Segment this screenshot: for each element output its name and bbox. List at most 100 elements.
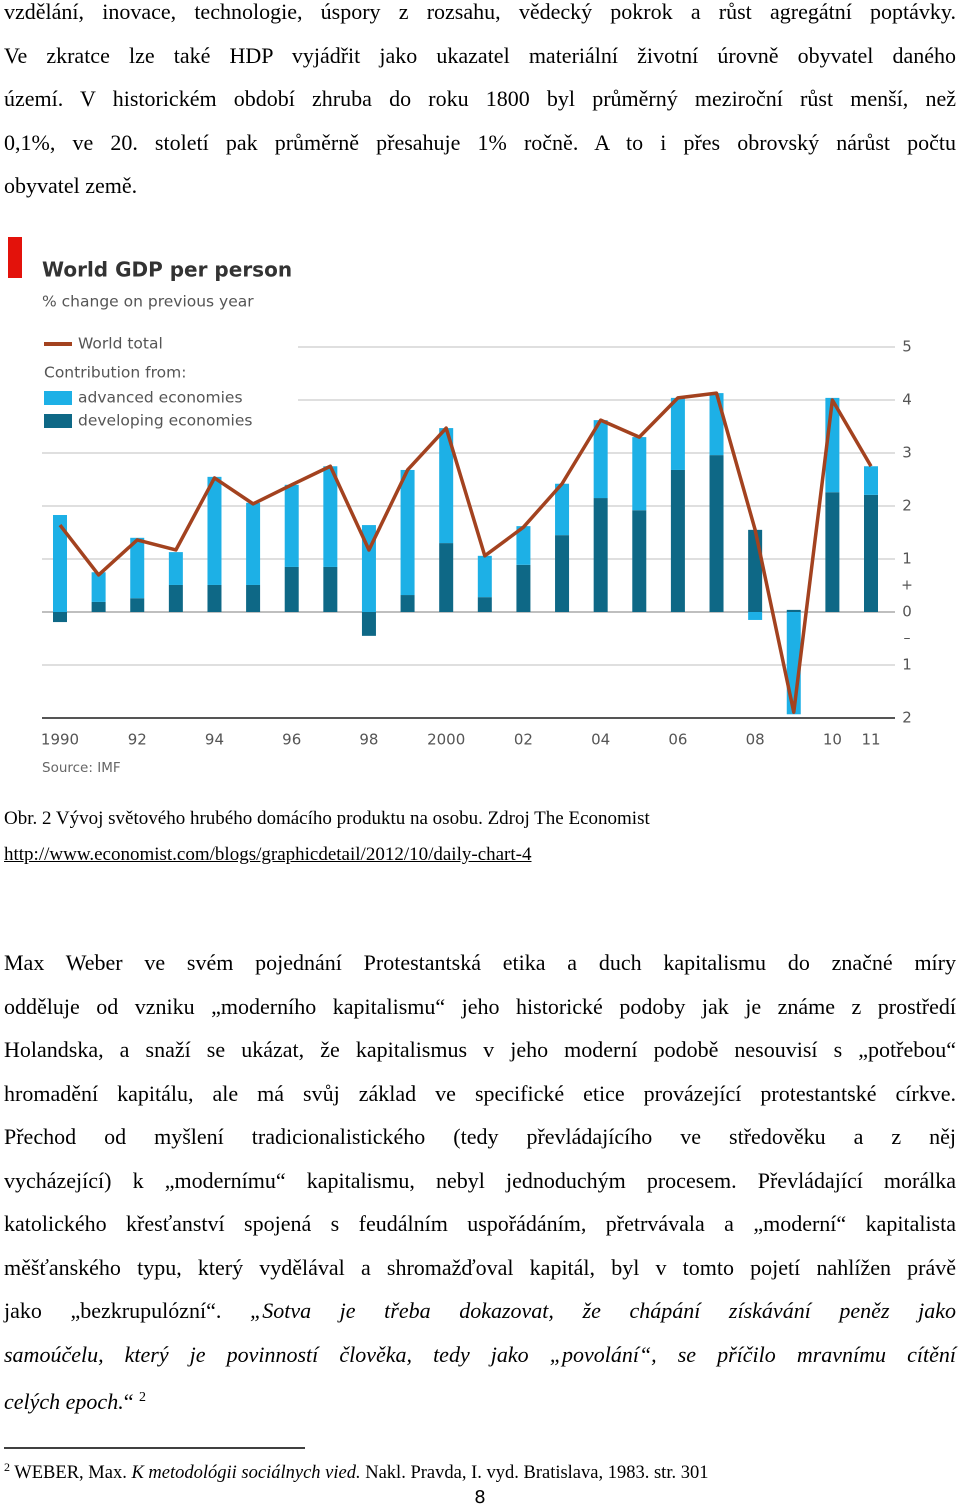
text-run: celých epoch. <box>4 1389 124 1414</box>
bar <box>825 492 840 612</box>
text-line: hromadění kapitálu, ale má svůj základ v… <box>4 1080 956 1108</box>
text-run: Ve zkratce lze také HDP vyjádřit jako uk… <box>4 42 956 68</box>
text-run: hromadění kapitálu, ale má svůj základ v… <box>4 1080 956 1106</box>
x-tick-label: 92 <box>128 731 147 749</box>
text-run: vzdělání, inovace, technologie, úspory z… <box>4 0 956 24</box>
line <box>58 391 873 714</box>
text-run: WEBER, Max. <box>10 1463 132 1483</box>
bar <box>864 466 878 495</box>
text-line: území. V historickém období zhruba do ro… <box>4 85 956 113</box>
bar <box>284 484 299 567</box>
x-tick-label: 08 <box>746 731 765 749</box>
x-tick-label: 06 <box>668 731 687 749</box>
bar <box>91 601 106 612</box>
bar <box>246 584 261 612</box>
bar <box>709 393 724 456</box>
text-run: jako „bezkrupulózní“. <box>4 1298 250 1323</box>
text-line: jako „bezkrupulózní“. „Sotva je třeba do… <box>4 1297 956 1325</box>
bar <box>748 612 763 620</box>
bar <box>864 494 878 612</box>
bar <box>130 537 145 599</box>
text-run: katolického křesťanství spojená s feudál… <box>4 1211 956 1236</box>
x-tick-label: 10 <box>823 731 842 749</box>
bar <box>400 595 415 612</box>
text-line: katolického křesťanství spojená s feudál… <box>4 1210 956 1238</box>
text-run: samoúčelu, který je povinností člověka, … <box>4 1341 956 1367</box>
text-run: území. V historickém období zhruba do ro… <box>4 86 956 111</box>
bar <box>323 466 338 567</box>
bar <box>555 535 570 612</box>
text-line: odděluje od vzniku „moderního kapitalism… <box>4 993 956 1021</box>
text-run: “ <box>123 1389 139 1414</box>
text-line: vzdělání, inovace, technologie, úspory z… <box>4 0 956 26</box>
text-run: Max Weber ve svém pojednání Protestantsk… <box>4 950 956 975</box>
bar <box>207 584 222 612</box>
text-run: Přechod od myšlení tradicionalistického … <box>4 1124 956 1149</box>
source: Source: IMF <box>42 760 121 776</box>
bar <box>439 428 454 544</box>
bar <box>439 543 454 612</box>
bar <box>361 525 376 612</box>
text-run: K metodológii sociálnych vied. <box>131 1463 361 1483</box>
legend-heading: Contribution from: <box>44 364 186 382</box>
y-tick-label: 2 <box>902 497 912 515</box>
bar <box>477 555 492 598</box>
bar <box>632 510 647 612</box>
bar <box>246 502 261 585</box>
bar <box>361 612 376 636</box>
link[interactable]: http://www.economist.com/blogs/graphicde… <box>4 844 532 865</box>
text-run: Nakl. Pravda, I. vyd. Bratislava, 1983. … <box>360 1463 709 1483</box>
bar <box>670 469 685 612</box>
text-run: 0,1%, ve 20. století pak průměrně přesah… <box>4 129 956 155</box>
footnote-ref: 2 <box>138 1390 146 1405</box>
bar <box>168 552 183 585</box>
chart-title: World GDP per person <box>42 258 292 282</box>
bar <box>477 597 492 612</box>
bar <box>168 584 183 612</box>
bar <box>284 566 299 612</box>
x-tick-label: 02 <box>514 731 533 749</box>
y-tick-label: 1 <box>902 550 912 568</box>
x-tick-label: 1990 <box>41 731 79 749</box>
text-run: měšťanského typu, který vydělával a shro… <box>4 1254 956 1280</box>
bar <box>555 483 570 536</box>
legend-label: developing economies <box>78 412 252 430</box>
legend-swatch <box>44 391 72 405</box>
chart-subtitle: % change on previous year <box>42 293 254 311</box>
bar <box>53 612 67 623</box>
bar <box>748 529 763 612</box>
bar <box>786 609 801 612</box>
sign-label: + <box>901 578 913 594</box>
legend-label: advanced economies <box>78 389 243 407</box>
x-tick-label: 11 <box>861 731 880 749</box>
text-line: celých epoch.“ 2 <box>4 1384 956 1414</box>
footnote-ref: 2 <box>4 1460 10 1474</box>
bar <box>516 564 531 612</box>
y-tick-label: 5 <box>902 338 912 356</box>
bar <box>130 598 145 612</box>
text-line: Holandska, a snaží se ukázat, že kapital… <box>4 1036 956 1064</box>
text-run: odděluje od vzniku „moderního kapitalism… <box>4 993 956 1019</box>
bar <box>323 566 338 612</box>
footnote: 2 WEBER, Max. K metodológii sociálnych v… <box>4 1460 708 1484</box>
y-tick-label: 2 <box>902 709 912 727</box>
title-marker <box>8 237 22 278</box>
text-line: Max Weber ve svém pojednání Protestantsk… <box>4 949 956 977</box>
bar <box>670 397 685 470</box>
legend-swatch <box>44 414 72 428</box>
x-tick-label: 04 <box>591 731 610 749</box>
legend-label: World total <box>78 335 163 353</box>
caption: Obr. 2 Vývoj světového hrubého domácího … <box>4 808 650 829</box>
y-tick-label: 3 <box>902 444 912 462</box>
text-run: vycházející) k „modernímu“ kapitalismu, … <box>4 1167 956 1193</box>
bar <box>91 572 106 602</box>
bar <box>207 476 222 585</box>
bar <box>593 420 608 499</box>
bar <box>632 437 647 511</box>
x-tick-label: 96 <box>282 731 301 749</box>
text-run: „Sotva je třeba dokazovat, že chápání zí… <box>249 1298 956 1323</box>
x-tick-label: 98 <box>359 731 378 749</box>
text-line: obyvatel země. <box>4 172 956 200</box>
